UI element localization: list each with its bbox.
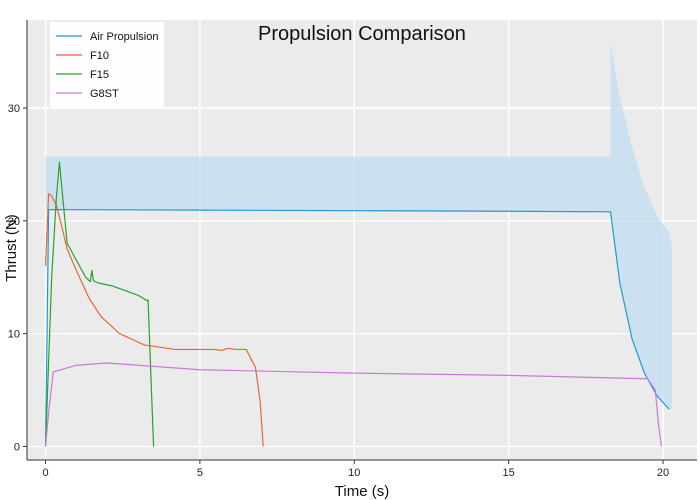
series-line-f15 [44,161,155,447]
x-tick-label: 15 [503,467,515,479]
x-tick-label: 0 [42,467,48,479]
x-tick-label: 20 [657,467,669,479]
y-tick-label: 30 [8,103,20,115]
y-tick-label: 20 [8,216,20,228]
y-tick-label: 0 [14,441,20,453]
y-axis-title: Thrust (N) [3,214,20,282]
x-tick-label: 5 [197,467,203,479]
series-line-air-propulsion [44,208,670,447]
legend-label-g8st: G8ST [90,88,119,100]
series-line-g8st [44,362,663,447]
chart-title: Propulsion Comparison [258,23,466,45]
series-line-f10 [44,193,264,447]
legend-label-f15: F15 [90,69,109,81]
legend: Air Propulsion F10 F15 G8ST [50,22,164,107]
legend-label-air-propulsion: Air Propulsion [90,31,158,43]
x-tick-label: 10 [348,467,360,479]
y-tick-label: 10 [8,329,20,341]
legend-label-f10: F10 [90,50,109,62]
x-axis-title: Time (s) [335,483,389,500]
